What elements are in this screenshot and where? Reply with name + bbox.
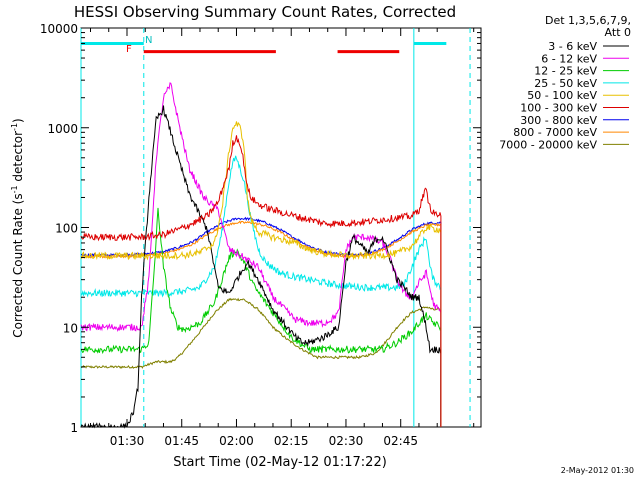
legend-label: 50 - 100 keV [527, 89, 597, 102]
y-tick-label: 1 [70, 421, 78, 435]
series-3-to-6kev [80, 105, 442, 429]
legend-header-2: Att 0 [605, 26, 631, 39]
x-tick-label: 02:15 [274, 434, 309, 448]
series-6-to-12kev [80, 82, 442, 427]
footer-date: 2-May-2012 01:30 [561, 466, 634, 475]
series-12-to-25kev [80, 207, 442, 427]
legend-label: 3 - 6 keV [548, 40, 597, 53]
legend-label: 7000 - 20000 keV [499, 138, 597, 151]
x-axis-label: Start Time (02-May-12 01:17:22) [173, 455, 387, 470]
legend-label: 12 - 25 keV [534, 65, 597, 78]
y-tick-label: 1000 [47, 122, 78, 136]
flag-label-f: F [126, 44, 132, 55]
legend-label: 6 - 12 keV [541, 52, 597, 65]
x-axis: 01:30 01:45 02:00 02:15 02:30 02:45 [89, 28, 475, 448]
y-axis-label-end: ) [11, 118, 25, 123]
x-tick-label: 02:30 [329, 434, 364, 448]
y-axis-label: Corrected Count Rate (s-1 detector-1) [10, 118, 25, 337]
flag-label-n: N [145, 35, 152, 46]
x-tick-label: 01:30 [110, 434, 145, 448]
series-100-to-300kev [80, 135, 442, 427]
legend-label: 800 - 7000 keV [513, 126, 597, 139]
y-axis-label-sup1: -1 [10, 185, 19, 193]
flag-bars [81, 41, 447, 54]
legend-header-1: Det 1,3,5,6,7,9, [545, 14, 631, 27]
legend-label: 25 - 50 keV [534, 77, 597, 90]
y-axis-label-main: Corrected Count Rate (s [11, 193, 25, 337]
series-7000-to-20000kev [80, 297, 442, 427]
x-tick-label: 01:45 [164, 434, 199, 448]
plot-area: F N [80, 27, 482, 429]
x-tick-label: 02:45 [383, 434, 418, 448]
series-50-to-100kev [80, 121, 442, 427]
series-25-to-50kev [80, 155, 442, 427]
y-axis-label-sup2: -1 [10, 123, 19, 131]
y-axis: 1 10 100 1000 10000 [40, 22, 481, 435]
legend-label: 300 - 800 keV [520, 114, 597, 127]
legend-label: 100 - 300 keV [520, 102, 597, 115]
chart-title: HESSI Observing Summary Count Rates, Cor… [74, 3, 456, 21]
y-axis-label-mid: detector [11, 131, 25, 186]
y-tick-label: 10000 [40, 22, 78, 36]
y-tick-label: 100 [55, 222, 78, 236]
x-tick-label: 02:00 [219, 434, 254, 448]
y-tick-label: 10 [63, 321, 78, 335]
series-lines [80, 82, 442, 429]
